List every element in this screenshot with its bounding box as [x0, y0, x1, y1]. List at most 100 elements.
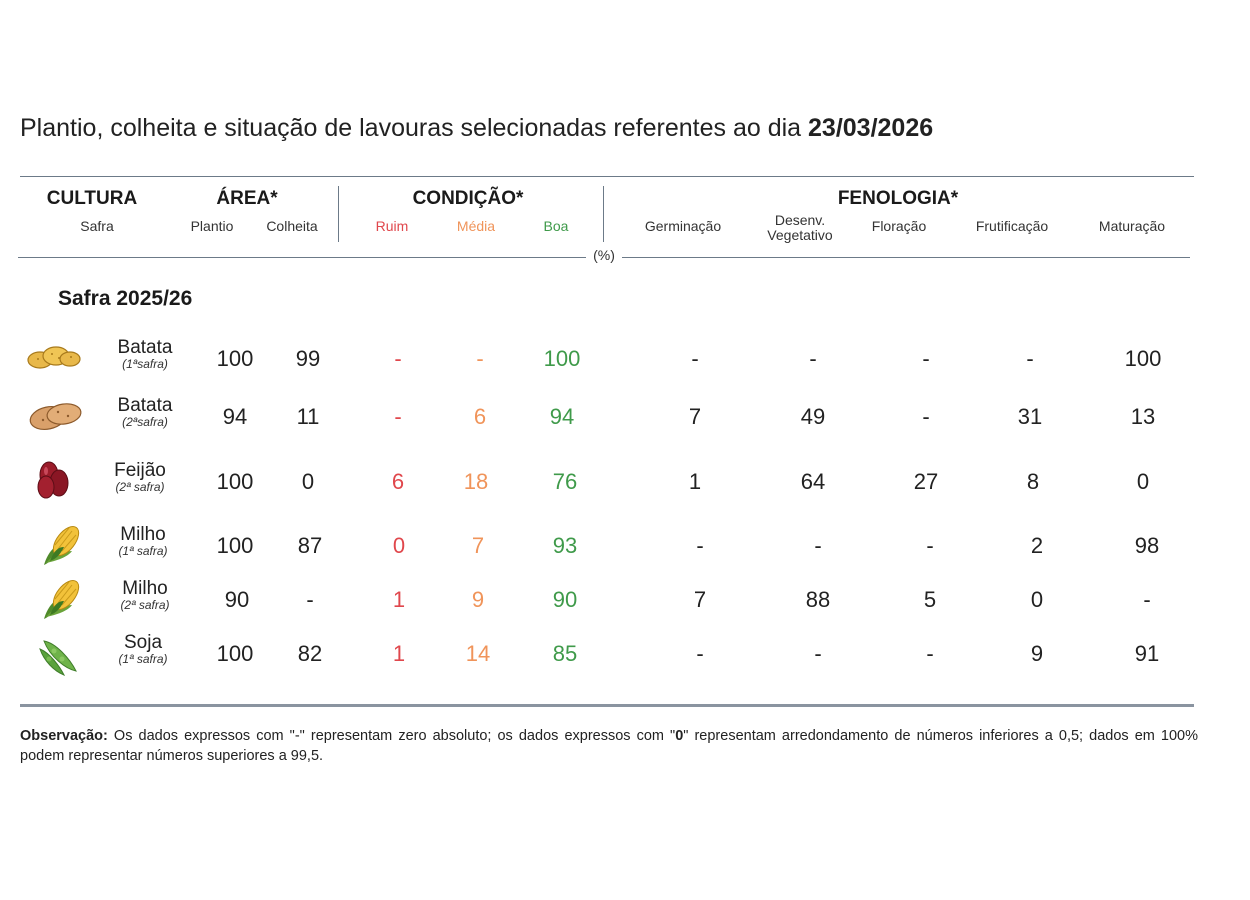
footnote: Observação: Os dados expressos com "-" r… [20, 728, 1198, 764]
table-row: Batata (1ªsafra) 100 99 - - 100 - - - - 1… [0, 338, 1250, 396]
desenv-value: 64 [800, 469, 826, 494]
header-fenologia: FENOLOGIA* [837, 188, 959, 209]
header-floracao: Floração [871, 218, 927, 234]
page-title: Plantio, colheita e situação de lavouras… [20, 114, 934, 142]
frutificacao-value: 9 [1030, 641, 1044, 666]
media-value: 7 [471, 533, 485, 558]
media-value: 6 [473, 404, 487, 429]
percent-rule-right [622, 257, 1190, 258]
media-value: - [476, 346, 484, 371]
media-value: 9 [471, 587, 485, 612]
crop-label: Batata (2ªsafra) [117, 395, 173, 429]
plantio-value: 100 [216, 469, 254, 494]
maturacao-value: - [1143, 587, 1151, 612]
crop-label: Soja (1ª safra) [118, 632, 168, 666]
header-ruim: Ruim [375, 218, 409, 234]
desenv-value: - [809, 346, 817, 371]
header-media: Média [456, 218, 496, 234]
colheita-value: 82 [297, 641, 323, 666]
header-maturacao: Maturação [1098, 218, 1166, 234]
boa-value: 76 [552, 469, 578, 494]
germinacao-value: - [696, 641, 704, 666]
crop-label: Batata (1ªsafra) [117, 337, 173, 371]
germinacao-value: 7 [693, 587, 707, 612]
bean-icon [37, 461, 69, 499]
percent-unit-label: (%) [593, 247, 615, 263]
germinacao-value: - [691, 346, 699, 371]
media-value: 18 [463, 469, 489, 494]
header-cultura: CULTURA [46, 188, 138, 209]
floracao-value: - [926, 641, 934, 666]
plantio-value: 100 [216, 641, 254, 666]
boa-value: 94 [549, 404, 575, 429]
desenv-value: 49 [800, 404, 826, 429]
header-boa: Boa [543, 218, 569, 234]
ruim-value: 6 [391, 469, 405, 494]
maturacao-value: 100 [1124, 346, 1162, 371]
table-row: Soja (1ª safra) 100 82 1 14 85 - - - 9 91 [0, 633, 1250, 691]
plantio-value: 100 [216, 533, 254, 558]
boa-value: 100 [543, 346, 581, 371]
header-top-rule [20, 176, 1194, 177]
desenv-value: - [814, 533, 822, 558]
frutificacao-value: 0 [1030, 587, 1044, 612]
germinacao-value: 7 [688, 404, 702, 429]
column-divider [603, 186, 604, 242]
soy-icon [39, 640, 77, 676]
frutificacao-value: 31 [1017, 404, 1043, 429]
table-row: Batata (2ªsafra) 94 11 - 6 94 7 49 - 31 1… [0, 396, 1250, 454]
table-row: Milho (2ª safra) 90 - 1 9 90 7 88 5 0 - [0, 575, 1250, 637]
plantio-value: 100 [216, 346, 254, 371]
header-safra: Safra [80, 218, 114, 234]
header-germinacao: Germinação [644, 218, 722, 234]
germinacao-value: - [696, 533, 704, 558]
column-divider [338, 186, 339, 242]
colheita-value: - [306, 587, 314, 612]
frutificacao-value: 2 [1030, 533, 1044, 558]
header-condicao: CONDIÇÃO* [412, 188, 524, 209]
header-frutificacao: Frutificação [975, 218, 1049, 234]
germinacao-value: 1 [688, 469, 702, 494]
colheita-value: 0 [301, 469, 315, 494]
footnote-label: Observação: [20, 728, 108, 744]
maturacao-value: 13 [1130, 404, 1156, 429]
floracao-value: - [926, 533, 934, 558]
floracao-value: - [922, 404, 930, 429]
desenv-value: 88 [805, 587, 831, 612]
report-date: 23/03/2026 [808, 114, 934, 142]
plantio-value: 94 [222, 404, 248, 429]
table-row: Milho (1ª safra) 100 87 0 7 93 - - - 2 98 [0, 521, 1250, 583]
maturacao-value: 91 [1134, 641, 1160, 666]
desenv-value: - [814, 641, 822, 666]
boa-value: 85 [552, 641, 578, 666]
potato-icon [28, 401, 83, 434]
ruim-value: - [394, 404, 402, 429]
header-plantio: Plantio [190, 218, 234, 234]
ruim-value: 1 [392, 587, 406, 612]
section-title: Safra 2025/26 [58, 287, 193, 310]
potato-icon [27, 346, 81, 369]
maturacao-value: 0 [1136, 469, 1150, 494]
colheita-value: 11 [296, 404, 320, 429]
header-colheita: Colheita [266, 218, 318, 234]
corn-icon [43, 575, 84, 620]
colheita-value: 99 [295, 346, 321, 371]
ruim-value: - [394, 346, 402, 371]
crop-label: Feijão (2ª safra) [114, 460, 166, 494]
ruim-value: 1 [392, 641, 406, 666]
media-value: 14 [465, 641, 491, 666]
header-desenv-vegetativo: Desenv. Vegetativo [767, 212, 833, 243]
table-row: Feijão (2ª safra) 100 0 6 18 76 1 64 27 8… [0, 461, 1250, 519]
corn-icon [43, 521, 84, 566]
floracao-value: 5 [923, 587, 937, 612]
header-area: ÁREA* [216, 188, 278, 209]
table-bottom-rule [20, 704, 1194, 707]
plantio-value: 90 [224, 587, 250, 612]
crop-label: Milho (1ª safra) [118, 524, 168, 558]
frutificacao-value: - [1026, 346, 1034, 371]
ruim-value: 0 [392, 533, 406, 558]
percent-rule-left [18, 257, 586, 258]
frutificacao-value: 8 [1026, 469, 1040, 494]
boa-value: 93 [552, 533, 578, 558]
floracao-value: - [922, 346, 930, 371]
